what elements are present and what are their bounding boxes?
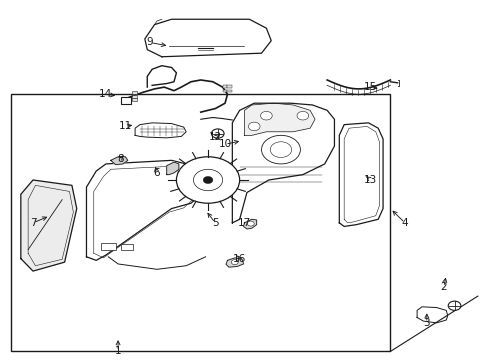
Text: 10: 10 bbox=[218, 139, 231, 149]
Bar bbox=[227, 85, 231, 88]
Polygon shape bbox=[21, 180, 77, 271]
Circle shape bbox=[260, 111, 272, 120]
Text: 11: 11 bbox=[119, 121, 132, 131]
Bar bbox=[120, 97, 131, 104]
Text: 4: 4 bbox=[401, 218, 407, 228]
Text: 2: 2 bbox=[440, 282, 446, 292]
Bar bbox=[101, 243, 116, 249]
Circle shape bbox=[447, 301, 460, 310]
Polygon shape bbox=[166, 162, 179, 175]
Text: 14: 14 bbox=[99, 89, 112, 99]
Text: 16: 16 bbox=[233, 253, 246, 264]
Text: 1: 1 bbox=[115, 346, 121, 356]
Bar bbox=[227, 90, 231, 93]
Text: 6: 6 bbox=[153, 168, 160, 178]
Text: 17: 17 bbox=[237, 218, 251, 228]
Text: 8: 8 bbox=[117, 154, 123, 163]
Bar bbox=[11, 94, 389, 351]
Circle shape bbox=[231, 260, 238, 265]
Polygon shape bbox=[86, 160, 203, 260]
Circle shape bbox=[193, 169, 222, 191]
Polygon shape bbox=[225, 258, 243, 267]
Circle shape bbox=[261, 135, 300, 164]
Polygon shape bbox=[144, 19, 271, 57]
Polygon shape bbox=[232, 103, 334, 223]
Bar bbox=[131, 91, 136, 94]
Polygon shape bbox=[111, 157, 127, 165]
Bar bbox=[120, 244, 132, 249]
Text: 15: 15 bbox=[364, 82, 377, 92]
Bar bbox=[222, 90, 226, 93]
Circle shape bbox=[270, 142, 291, 157]
Text: 9: 9 bbox=[146, 37, 153, 48]
Text: 13: 13 bbox=[364, 175, 377, 185]
Bar bbox=[131, 95, 136, 98]
Circle shape bbox=[248, 122, 260, 131]
Bar bbox=[131, 98, 136, 102]
Circle shape bbox=[176, 157, 239, 203]
Polygon shape bbox=[244, 103, 314, 135]
Text: 3: 3 bbox=[423, 318, 429, 328]
Bar bbox=[222, 85, 226, 88]
Polygon shape bbox=[243, 219, 256, 229]
Circle shape bbox=[247, 221, 254, 226]
Circle shape bbox=[296, 111, 308, 120]
Polygon shape bbox=[416, 307, 447, 323]
Circle shape bbox=[211, 129, 224, 138]
Text: 7: 7 bbox=[30, 218, 36, 228]
Text: 12: 12 bbox=[208, 132, 222, 142]
Polygon shape bbox=[339, 123, 382, 226]
Polygon shape bbox=[135, 123, 186, 138]
Circle shape bbox=[203, 176, 212, 184]
Text: 5: 5 bbox=[212, 218, 218, 228]
